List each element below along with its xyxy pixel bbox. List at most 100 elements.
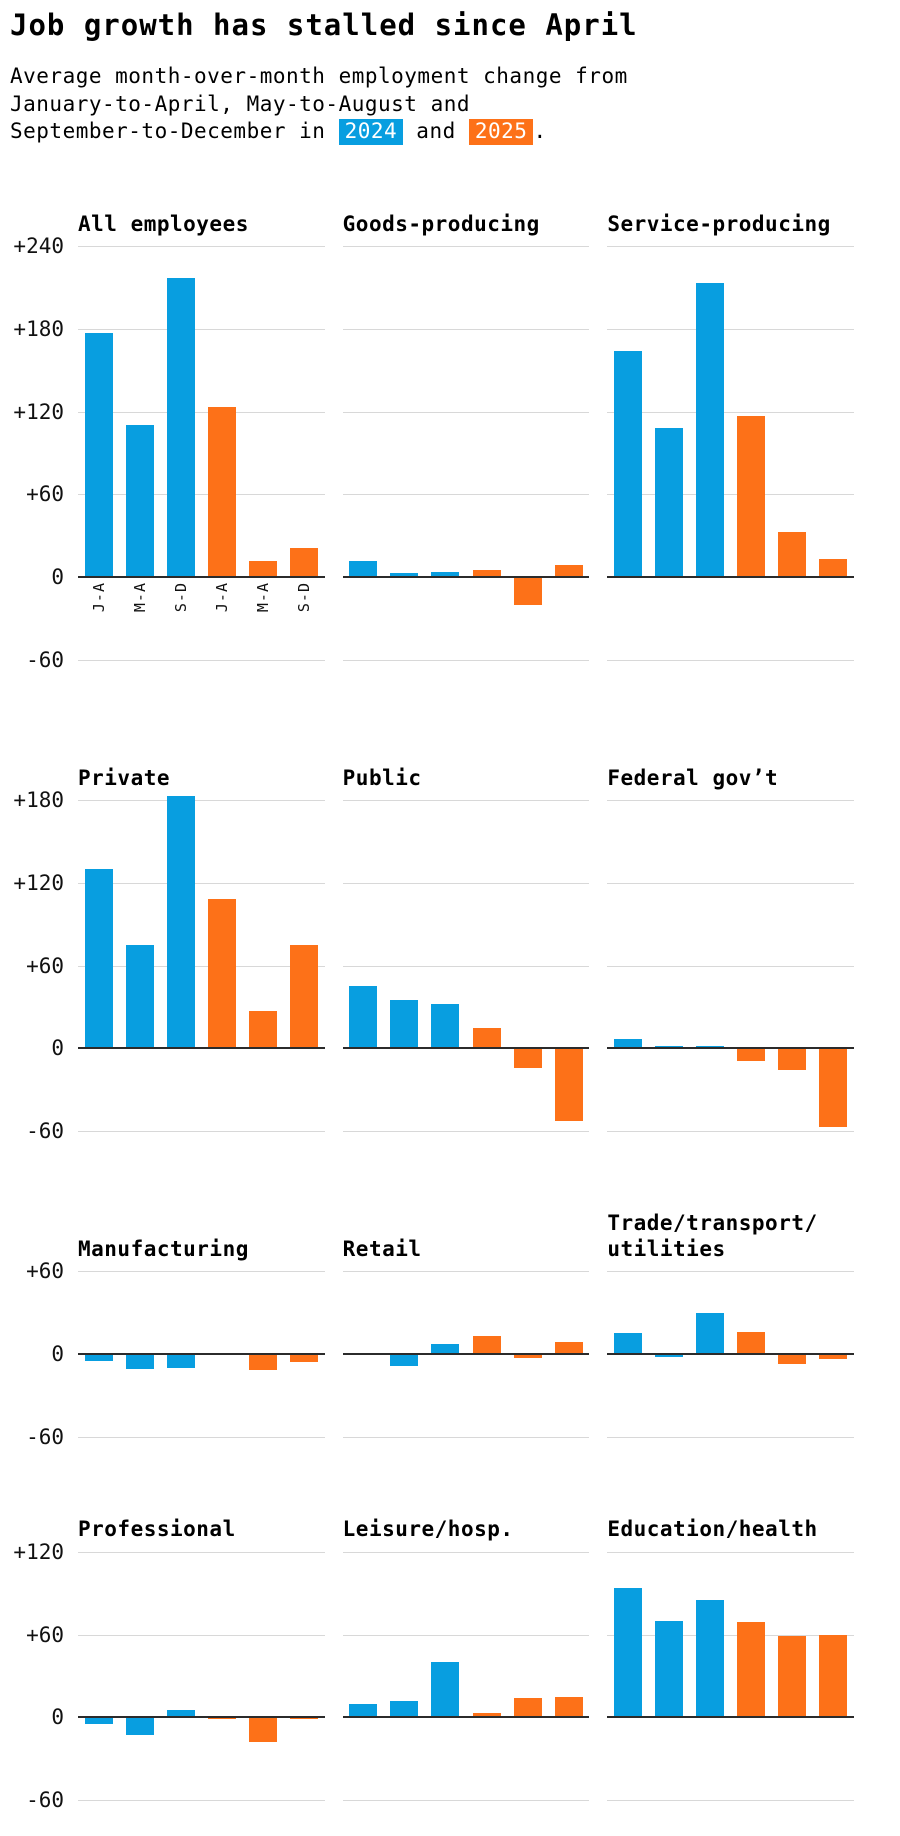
bar-2024-m-a [654,1620,683,1718]
chart-row-2: +180 +120 +60 0 -60 Private Public Federal gov’… [0,740,900,1143]
x-tick-label: J-A [89,582,108,613]
zero-baseline [342,1352,590,1355]
plot-area [607,245,854,661]
header: Job growth has stalled since April Avera… [0,8,900,146]
subtitle-line-1: Average month-over-month employment chan… [10,63,628,88]
gridline [607,1551,854,1553]
bar-2025-j-a [472,570,501,578]
x-tick-label: S-D [295,582,314,613]
gridline [78,1271,325,1273]
chart-title-area: Leisure/hosp. [343,1492,590,1552]
y-axis-area: +60 0 -60 [8,1259,64,1449]
y-tick-label: 0 [51,1705,64,1730]
gridline [342,1436,590,1438]
y-tick-label: +120 [13,870,64,895]
plot-area [78,1271,325,1438]
bar-2024-j-a [613,1333,642,1354]
chart-retail: Retail [342,1211,590,1438]
y-tick-label: +60 [26,482,64,507]
bar-2024-j-a [84,1353,113,1361]
chart-title: Public [342,765,422,790]
bar-2025-m-a [513,1048,542,1068]
bar-2024-m-a [390,1700,419,1718]
bar-2025-j-a [472,1713,501,1718]
plot-area [342,799,590,1133]
chart-manufacturing: Manufacturing [78,1211,325,1438]
bar-2024-j-a [613,350,642,578]
plot-area [78,795,325,1133]
gridline [342,1131,590,1133]
zero-baseline [342,1716,590,1719]
bar-2025-m-a [513,577,542,605]
bar-2024-s-d [431,1004,460,1049]
chart-education-health: Education/health [607,1492,854,1802]
bar-2025-m-a [248,1717,277,1743]
chart-title-area: Professional [78,1492,325,1552]
bar-2025-m-a [248,1353,277,1371]
gridline [342,1800,590,1802]
chart-private: Private [78,740,325,1133]
zero-baseline [342,576,590,579]
plot-area: J-A M-A S-D J-A M-A S-D [78,245,325,661]
y-tick-label: -60 [26,1119,64,1144]
bar-2024-s-d [696,283,725,578]
bar-2024-m-a [390,1000,419,1049]
zero-baseline [607,1352,854,1355]
gridline [607,1634,854,1636]
chart-title: Federal gov’t [607,765,779,790]
y-tick-label: +120 [13,399,64,424]
gridline [342,1551,590,1553]
bar-2025-j-a [472,1336,501,1354]
y-tick-label: +120 [13,1539,64,1564]
bar-2025-s-d [554,564,583,578]
plot-area [78,1551,325,1802]
gridline [607,1800,854,1802]
y-axis-gutter: +180 +120 +60 0 -60 [8,740,64,1143]
plot-area [607,1551,854,1802]
bar-2024-j-a [84,1717,113,1725]
gridline [342,799,590,801]
page-title: Job growth has stalled since April [10,8,638,42]
x-tick-label: M-A [253,582,272,613]
chart-title-area: All employees [78,186,325,246]
bar-2024-s-d [431,571,460,578]
zero-baseline [78,1352,325,1355]
bar-2024-j-a [349,986,378,1049]
gridline [78,882,325,884]
gridline [342,411,590,413]
bar-2025-j-a [207,899,236,1049]
zero-baseline [78,1047,325,1050]
bar-2024-m-a [654,1353,683,1357]
plot-area [342,1271,590,1438]
y-tick-label: -60 [26,647,64,672]
bar-2024-s-d [166,277,195,578]
gridline [607,245,854,247]
chart-title-area: Federal gov’t [607,740,854,800]
gridline [78,1634,325,1636]
chart-service-producing: Service-producing [607,186,854,661]
gridline [342,965,590,967]
gridline [607,1271,854,1273]
gridline [607,494,854,496]
gridline [607,1436,854,1438]
bar-2024-m-a [125,425,154,578]
subtitle-period: . [533,119,547,144]
x-tick-label: S-D [171,582,190,613]
chart-row-4: +120 +60 0 -60 Professional Leisure/hosp. Educ… [0,1492,900,1812]
bar-2024-m-a [654,428,683,578]
bar-2024-m-a [125,1353,154,1370]
bar-2025-s-d [290,548,319,578]
x-tick-label: J-A [212,582,231,613]
y-axis-area: +120 +60 0 -60 [8,1540,64,1812]
y-tick-label: +60 [26,1622,64,1647]
chart-trade-transport-utilities: Trade/transport/ utilities [607,1211,854,1438]
gridline [78,1436,325,1438]
y-tick-label: +180 [13,787,64,812]
y-tick-label: +180 [13,316,64,341]
subtitle-line-3-text: September-to-December in [10,119,339,144]
gridline [607,1131,854,1133]
bar-2024-s-d [696,1312,725,1354]
subtitle-and-text: and [403,119,469,144]
chart-title-area: Manufacturing [78,1211,325,1271]
